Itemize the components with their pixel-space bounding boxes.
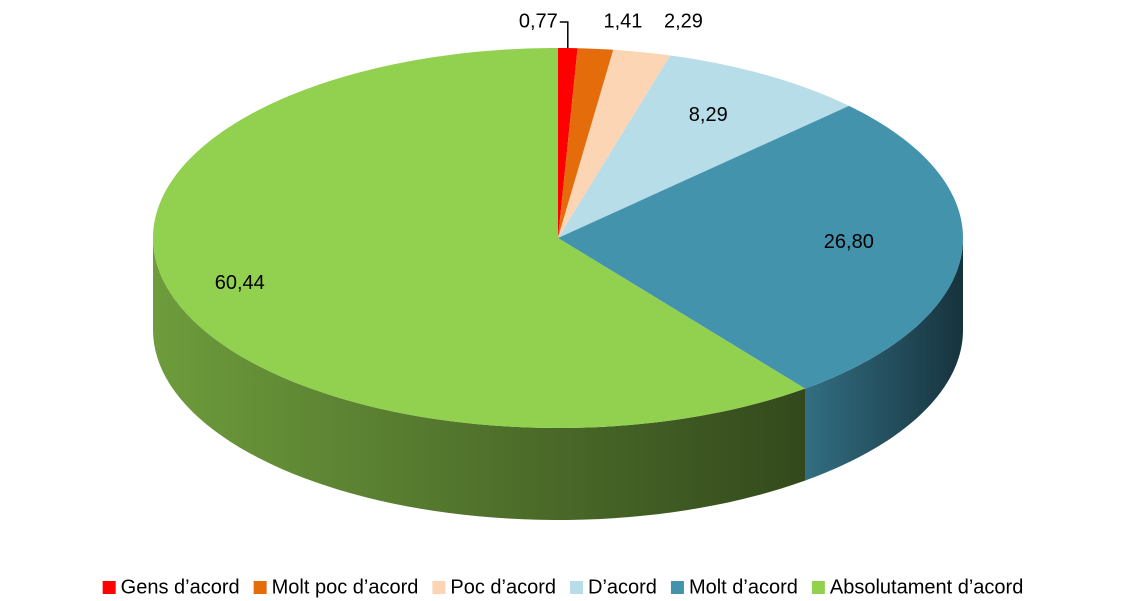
slice: [558, 49, 671, 239]
legend-swatch: [253, 581, 267, 594]
data-label: 1,41: [603, 10, 642, 32]
legend-swatch: [670, 581, 684, 594]
data-label: 0,77: [519, 10, 558, 32]
data-label: 60,44: [215, 272, 265, 294]
leader-line: [559, 21, 569, 49]
slice: [558, 55, 850, 238]
data-label: 26,80: [824, 231, 874, 253]
slice: [153, 48, 806, 428]
slice: [558, 105, 963, 389]
legend-label: Molt poc d’acord: [272, 576, 419, 598]
data-label: 2,29: [664, 10, 703, 32]
legend-swatch: [811, 581, 825, 594]
slice: [558, 48, 578, 238]
slice-side: [805, 238, 963, 481]
legend-swatch: [102, 581, 116, 594]
legend-label: Molt d’acord: [689, 576, 798, 598]
legend-label: Poc d’acord: [450, 576, 556, 598]
data-label: 8,29: [689, 104, 728, 126]
slice: [558, 48, 614, 238]
legend-label: D’acord: [588, 576, 657, 598]
legend-swatch: [432, 581, 446, 594]
slice-side: [153, 238, 806, 520]
legend-swatch: [570, 581, 584, 594]
legend-label: Absolutament d’acord: [830, 576, 1023, 598]
legend-label: Gens d’acord: [121, 576, 240, 598]
